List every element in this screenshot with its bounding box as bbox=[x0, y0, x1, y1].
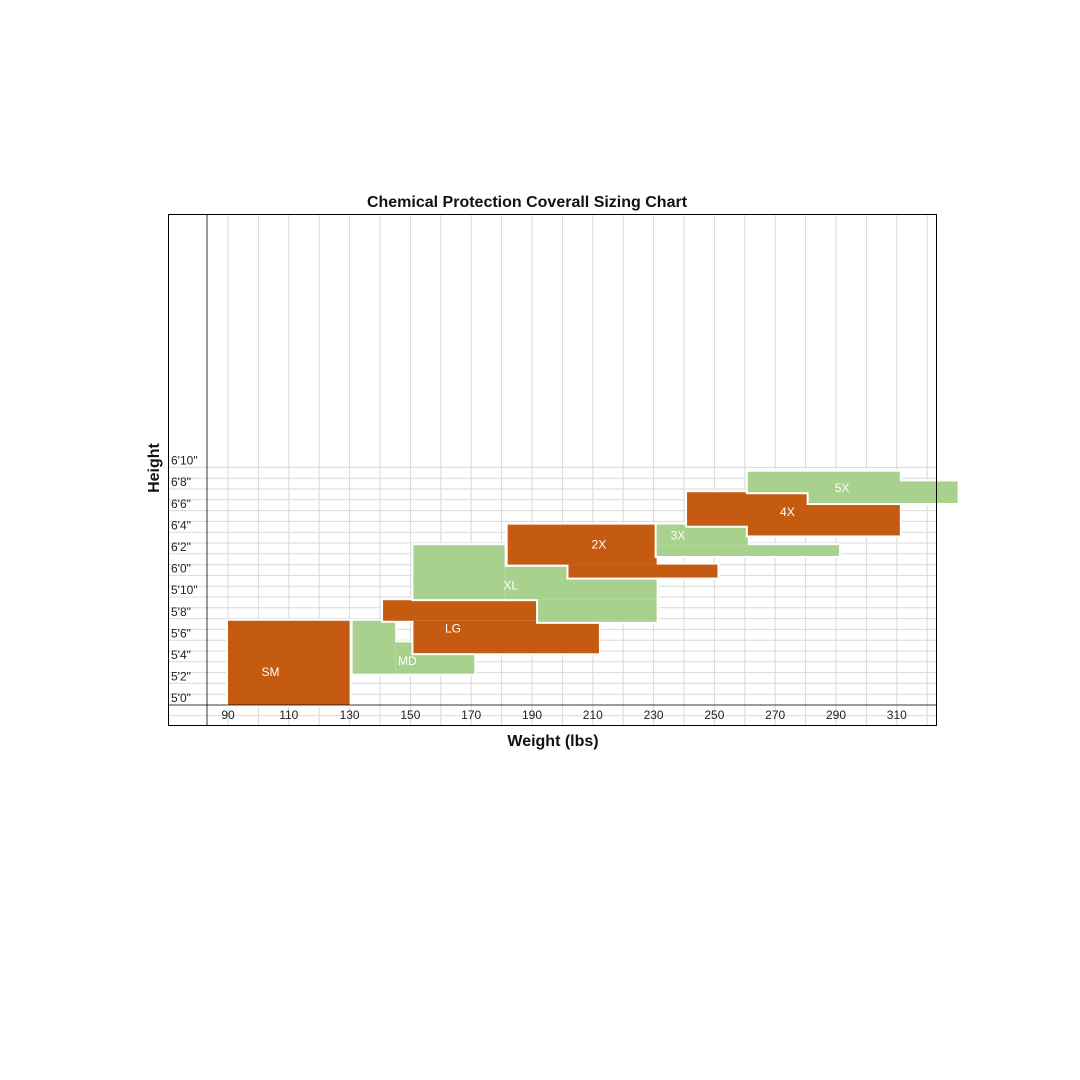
y-tick-label: 6'8" bbox=[171, 475, 191, 489]
size-region-block bbox=[656, 545, 840, 556]
y-tick-label: 6'4" bbox=[171, 518, 191, 532]
size-region-block bbox=[747, 503, 900, 536]
x-tick-label: 110 bbox=[279, 708, 298, 722]
size-region-xl bbox=[411, 543, 659, 624]
x-tick-label: 290 bbox=[826, 708, 846, 722]
x-tick-label: 130 bbox=[340, 708, 360, 722]
y-tick-label: 6'2" bbox=[171, 540, 191, 554]
size-region-block bbox=[352, 620, 396, 674]
y-tick-label: 5'8" bbox=[171, 605, 191, 619]
y-tick-label: 5'6" bbox=[171, 626, 191, 640]
size-region-sm bbox=[226, 618, 352, 708]
size-region-4x bbox=[685, 490, 902, 538]
x-tick-labels: 90 110 130 150 170 190 210 230 250 270 290 310 bbox=[221, 708, 907, 722]
y-tick-label: 6'6" bbox=[171, 497, 191, 511]
size-region-block bbox=[474, 642, 599, 654]
y-tick-label: 6'10" bbox=[171, 454, 198, 468]
size-region-block bbox=[656, 524, 748, 546]
size-region-2x bbox=[505, 522, 720, 580]
size-label-sm: SM bbox=[262, 665, 280, 679]
x-tick-label: 170 bbox=[461, 708, 481, 722]
x-tick-label: 230 bbox=[644, 708, 664, 722]
y-axis-title: Height bbox=[146, 442, 163, 492]
size-region-block bbox=[507, 524, 657, 565]
y-tick-label: 5'4" bbox=[171, 648, 191, 662]
size-region-3x bbox=[654, 522, 842, 558]
plot-frame bbox=[168, 214, 937, 726]
size-region-block bbox=[538, 599, 657, 622]
size-region-block bbox=[228, 620, 350, 705]
size-region-block bbox=[808, 481, 958, 504]
size-label-lg: LG bbox=[445, 622, 461, 636]
y-tick-label: 5'2" bbox=[171, 670, 191, 684]
x-tick-label: 270 bbox=[765, 708, 785, 722]
x-tick-label: 210 bbox=[583, 708, 603, 722]
size-label-3x: 3X bbox=[671, 529, 686, 543]
y-tick-label: 5'0" bbox=[171, 691, 191, 705]
x-tick-label: 190 bbox=[522, 708, 542, 722]
size-label-5x: 5X bbox=[835, 481, 850, 495]
chart-title: Chemical Protection Coverall Sizing Char… bbox=[367, 194, 688, 211]
size-region-5x bbox=[745, 469, 960, 506]
size-label-xl: XL bbox=[503, 578, 518, 592]
x-tick-label: 150 bbox=[400, 708, 420, 722]
size-regions bbox=[226, 469, 960, 708]
size-label-md: MD bbox=[398, 654, 417, 668]
size-labels: SM MD LG XL 2X 3X 4X 5X bbox=[262, 481, 850, 679]
size-label-2x: 2X bbox=[592, 537, 607, 551]
size-region-block bbox=[413, 545, 505, 600]
size-label-4x: 4X bbox=[780, 505, 795, 519]
size-region-block bbox=[383, 600, 539, 621]
y-tick-labels: 5'0" 5'2" 5'4" 5'6" 5'8" 5'10" 6'0" 6'2" 6'4" 6'6… bbox=[171, 454, 198, 706]
x-tick-label: 250 bbox=[704, 708, 724, 722]
x-axis-title: Weight (lbs) bbox=[507, 733, 598, 750]
y-tick-label: 5'10" bbox=[171, 583, 198, 597]
size-region-block bbox=[568, 564, 718, 578]
x-tick-label: 310 bbox=[887, 708, 907, 722]
y-tick-label: 6'0" bbox=[171, 562, 191, 576]
x-tick-label: 90 bbox=[221, 708, 235, 722]
